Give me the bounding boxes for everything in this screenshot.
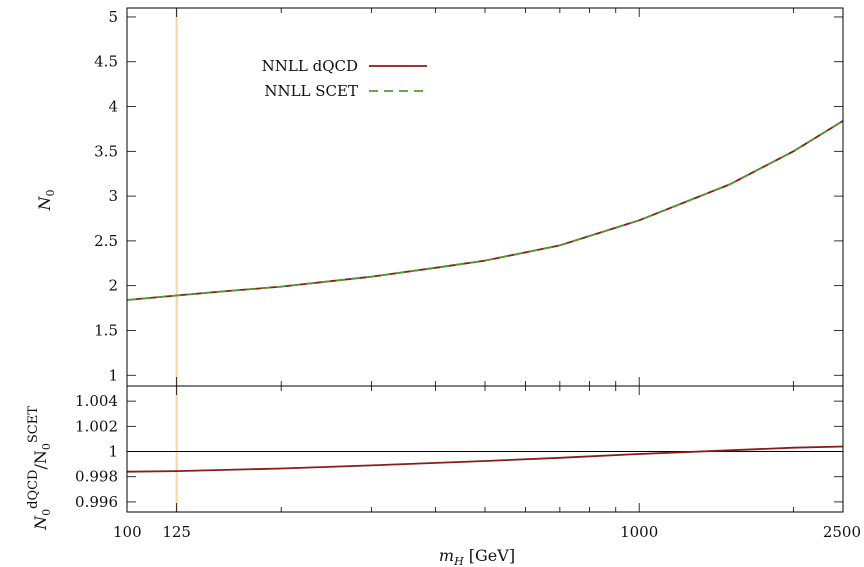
x-tick-label-0: 100: [113, 523, 142, 541]
y-tick-label-1-0: 0.996: [75, 493, 118, 511]
series-line-1-0: [126, 445, 844, 473]
bottom-y-axis-label: N0dQCD/N0SCET: [26, 406, 53, 531]
axis-labels: N0 N0dQCD/N0SCET mH [GeV]: [26, 190, 515, 567]
legend-label-1: NNLL SCET: [264, 82, 358, 100]
y-tick-label-0-0: 1: [108, 366, 118, 384]
y-tick-label-1-1: 0.998: [75, 468, 118, 486]
y-tick-label-0-6: 4: [108, 98, 118, 116]
x-axis-label: mH [GeV]: [439, 546, 515, 567]
x-tick-label-3: 2500: [823, 523, 861, 541]
y-tick-label-0-5: 3.5: [94, 142, 118, 160]
y-tick-label-0-2: 2: [108, 277, 118, 295]
x-tick-label-2: 1000: [620, 523, 658, 541]
y-tick-label-1-4: 1.004: [75, 392, 118, 410]
y-tick-label-0-3: 2.5: [94, 232, 118, 250]
y-tick-label-1-3: 1.002: [75, 417, 118, 435]
y-tick-label-0-7: 4.5: [94, 53, 118, 71]
top-y-axis-label: N0: [35, 190, 57, 212]
y-tick-label-0-8: 5: [108, 8, 118, 26]
series-line-0-1: [126, 120, 844, 301]
legend: NNLL dQCD NNLL SCET: [262, 57, 427, 100]
plot-frame-1: [126, 385, 844, 513]
y-tick-label-0-4: 3: [108, 187, 118, 205]
y-tick-label-0-1: 1.5: [94, 321, 118, 339]
legend-label-0: NNLL dQCD: [262, 57, 358, 75]
y-tick-label-1-2: 1: [108, 443, 118, 461]
x-tick-label-1: 125: [162, 523, 191, 541]
bottom-panel: 0.996 0.998 1 1.002 1.004 100 125 1000 2500: [75, 385, 861, 541]
